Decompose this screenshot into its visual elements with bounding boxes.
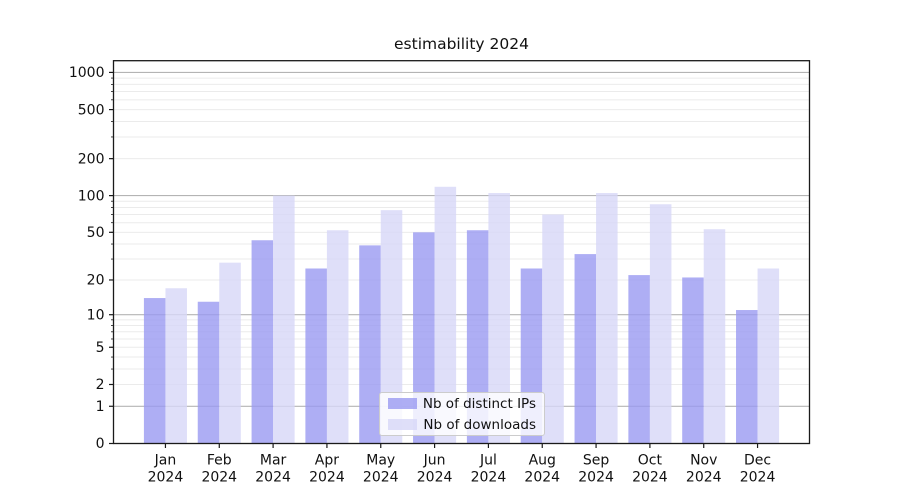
bar-downloads-dec (757, 268, 780, 444)
y-tick-label-5: 5 (96, 340, 105, 356)
bar-downloads-mar (273, 195, 295, 444)
bar-distinct-ips-nov (682, 277, 704, 444)
x-tick-label-aug: Aug 2024 (524, 453, 560, 486)
bar-distinct-ips-jul (466, 230, 489, 444)
x-tick-label-oct: Oct 2024 (632, 453, 668, 486)
legend-label-distinct-ips: Nb of distinct IPs (422, 395, 536, 412)
bar-downloads-apr (326, 230, 349, 444)
y-tick-label-0: 0 (96, 436, 105, 452)
bar-distinct-ips-oct (628, 275, 650, 444)
x-tick-label-feb: Feb 2024 (201, 453, 237, 486)
x-tick-label-nov: Nov 2024 (686, 453, 722, 486)
legend-swatch-downloads-icon (388, 419, 417, 430)
bar-distinct-ips-mar (251, 240, 274, 444)
y-tick-label-1: 1 (96, 399, 105, 415)
x-tick-label-mar: Mar 2024 (255, 453, 291, 486)
x-tick-label-jul: Jul 2024 (471, 453, 507, 486)
x-tick-label-jan: Jan 2024 (148, 453, 184, 486)
bar-distinct-ips-jun (413, 232, 435, 444)
bar-downloads-oct (649, 204, 672, 444)
bar-distinct-ips-feb (197, 301, 220, 444)
bar-downloads-sep (596, 193, 618, 444)
bar-distinct-ips-may (359, 245, 381, 444)
bar-downloads-may (380, 210, 403, 444)
y-tick-label-50: 50 (87, 225, 105, 241)
x-tick-label-apr: Apr 2024 (309, 453, 345, 486)
legend-swatch-distinct-ips-icon (388, 398, 417, 409)
legend-item-downloads: Nb of downloads (388, 417, 536, 433)
x-tick-label-may: May 2024 (363, 453, 399, 486)
x-tick-label-dec: Dec 2024 (740, 453, 776, 486)
legend: Nb of distinct IPs Nb of downloads (379, 392, 545, 436)
y-tick-label-20: 20 (87, 273, 105, 289)
y-tick-label-2: 2 (96, 377, 105, 393)
bar-downloads-feb (219, 262, 241, 444)
bar-distinct-ips-dec (736, 310, 758, 444)
bar-downloads-jan (165, 288, 187, 444)
bar-downloads-jul (488, 193, 510, 444)
chart-title: estimability 2024 (394, 35, 529, 53)
y-tick-label-10: 10 (87, 307, 105, 323)
y-tick-label-1000: 1000 (69, 65, 105, 81)
legend-item-distinct-ips: Nb of distinct IPs (388, 396, 536, 412)
plot-border (112, 60, 811, 445)
bar-downloads-jun (434, 186, 457, 444)
bar-distinct-ips-sep (574, 254, 597, 444)
y-tick-label-200: 200 (78, 151, 105, 167)
x-tick-label-sep: Sep 2024 (578, 453, 614, 486)
legend-label-downloads: Nb of downloads (423, 416, 536, 433)
bar-downloads-aug (542, 214, 564, 444)
bar-distinct-ips-apr (305, 268, 327, 444)
x-tick-label-jun: Jun 2024 (417, 453, 453, 486)
y-tick-label-500: 500 (78, 102, 105, 118)
bar-downloads-nov (703, 229, 726, 444)
y-tick-label-100: 100 (78, 188, 105, 204)
bar-distinct-ips-jan (143, 298, 166, 444)
